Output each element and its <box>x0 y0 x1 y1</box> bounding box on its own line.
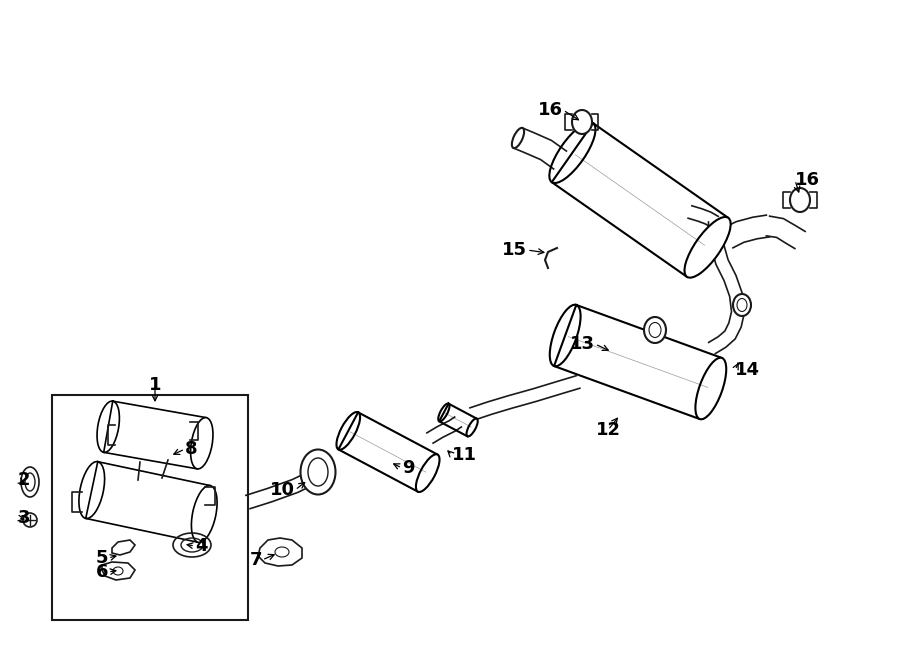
Text: 11: 11 <box>452 446 477 464</box>
Text: 5: 5 <box>95 549 108 567</box>
Ellipse shape <box>416 454 439 492</box>
Text: 12: 12 <box>596 421 620 439</box>
Text: 10: 10 <box>270 481 295 499</box>
Ellipse shape <box>790 188 810 212</box>
Text: 6: 6 <box>95 563 108 581</box>
Ellipse shape <box>191 418 213 469</box>
Text: 13: 13 <box>570 335 595 353</box>
Text: 15: 15 <box>502 241 527 259</box>
Ellipse shape <box>696 357 726 419</box>
Ellipse shape <box>644 317 666 343</box>
Ellipse shape <box>301 449 336 495</box>
Text: 9: 9 <box>402 459 415 477</box>
Bar <box>52 395 248 620</box>
Ellipse shape <box>192 485 217 542</box>
Text: 7: 7 <box>249 551 262 569</box>
Text: 4: 4 <box>195 537 208 555</box>
Text: 14: 14 <box>735 361 760 379</box>
Ellipse shape <box>572 110 592 134</box>
Text: 16: 16 <box>538 101 563 119</box>
Text: 1: 1 <box>148 376 161 394</box>
Ellipse shape <box>733 294 751 316</box>
Text: 2: 2 <box>18 471 31 489</box>
Ellipse shape <box>512 128 524 148</box>
Text: 3: 3 <box>18 509 31 527</box>
Text: 8: 8 <box>185 440 198 458</box>
Text: 16: 16 <box>795 171 820 189</box>
Ellipse shape <box>466 418 478 436</box>
Ellipse shape <box>685 217 731 277</box>
